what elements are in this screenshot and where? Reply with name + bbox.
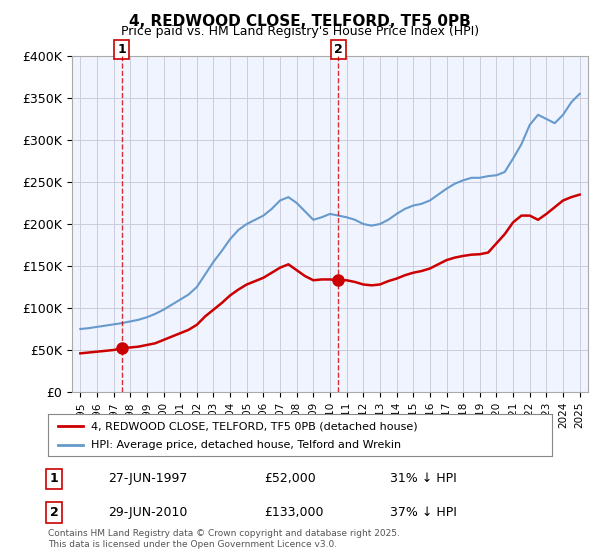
Text: 2: 2 (334, 43, 343, 56)
Text: 4, REDWOOD CLOSE, TELFORD, TF5 0PB (detached house): 4, REDWOOD CLOSE, TELFORD, TF5 0PB (deta… (91, 421, 418, 431)
Text: HPI: Average price, detached house, Telford and Wrekin: HPI: Average price, detached house, Telf… (91, 440, 401, 450)
Text: 29-JUN-2010: 29-JUN-2010 (108, 506, 187, 519)
Text: 4, REDWOOD CLOSE, TELFORD, TF5 0PB: 4, REDWOOD CLOSE, TELFORD, TF5 0PB (129, 14, 471, 29)
Text: 31% ↓ HPI: 31% ↓ HPI (390, 472, 457, 486)
Text: 2: 2 (50, 506, 58, 519)
Text: 27-JUN-1997: 27-JUN-1997 (108, 472, 187, 486)
Text: Contains HM Land Registry data © Crown copyright and database right 2025.
This d: Contains HM Land Registry data © Crown c… (48, 529, 400, 549)
Text: Price paid vs. HM Land Registry's House Price Index (HPI): Price paid vs. HM Land Registry's House … (121, 25, 479, 38)
Text: 1: 1 (118, 43, 126, 56)
Text: 37% ↓ HPI: 37% ↓ HPI (390, 506, 457, 519)
Text: £52,000: £52,000 (264, 472, 316, 486)
Text: 1: 1 (50, 472, 58, 486)
Text: £133,000: £133,000 (264, 506, 323, 519)
